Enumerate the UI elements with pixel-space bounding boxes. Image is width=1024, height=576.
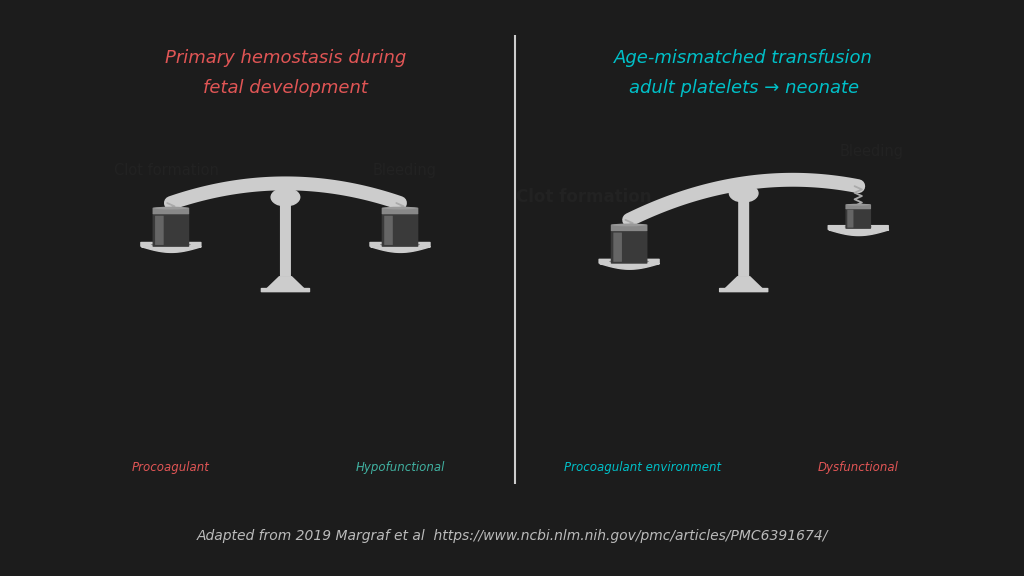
Ellipse shape	[611, 223, 646, 226]
FancyBboxPatch shape	[384, 215, 393, 245]
FancyBboxPatch shape	[719, 288, 768, 293]
FancyBboxPatch shape	[598, 259, 659, 264]
FancyBboxPatch shape	[370, 242, 431, 247]
Ellipse shape	[845, 225, 872, 228]
FancyBboxPatch shape	[738, 200, 750, 276]
Polygon shape	[266, 276, 305, 289]
Text: fetal development: fetal development	[203, 79, 368, 97]
Text: Clot formation: Clot formation	[515, 188, 651, 206]
Text: Age-mismatched transfusion: Age-mismatched transfusion	[614, 48, 873, 67]
FancyBboxPatch shape	[382, 213, 419, 247]
FancyBboxPatch shape	[140, 242, 202, 247]
FancyBboxPatch shape	[261, 288, 310, 293]
Text: Procoagulant: Procoagulant	[132, 461, 210, 473]
Ellipse shape	[609, 260, 649, 263]
FancyBboxPatch shape	[155, 215, 164, 245]
Text: adult platelets → neonate: adult platelets → neonate	[629, 79, 859, 97]
Circle shape	[271, 188, 300, 206]
FancyBboxPatch shape	[280, 204, 291, 276]
FancyBboxPatch shape	[610, 230, 647, 264]
Text: Clot formation: Clot formation	[114, 163, 219, 178]
FancyBboxPatch shape	[827, 225, 889, 230]
Text: Bleeding: Bleeding	[840, 144, 904, 159]
FancyBboxPatch shape	[610, 225, 647, 231]
Text: Adapted from 2019 Margraf et al  https://www.ncbi.nlm.nih.gov/pmc/articles/PMC63: Adapted from 2019 Margraf et al https://…	[197, 529, 827, 543]
Text: Primary hemostasis during: Primary hemostasis during	[165, 48, 407, 67]
FancyBboxPatch shape	[846, 208, 871, 229]
FancyBboxPatch shape	[847, 210, 853, 228]
Ellipse shape	[380, 243, 420, 247]
Circle shape	[729, 184, 758, 202]
FancyBboxPatch shape	[846, 204, 871, 209]
FancyBboxPatch shape	[153, 207, 189, 214]
Ellipse shape	[154, 207, 188, 210]
FancyBboxPatch shape	[382, 207, 419, 214]
FancyBboxPatch shape	[613, 233, 622, 262]
Ellipse shape	[383, 207, 418, 210]
Text: Procoagulant environment: Procoagulant environment	[564, 461, 722, 473]
Text: Hypofunctional: Hypofunctional	[355, 461, 444, 473]
Text: Dysfunctional: Dysfunctional	[818, 461, 899, 473]
Text: Bleeding: Bleeding	[373, 163, 436, 178]
Ellipse shape	[846, 204, 870, 206]
Ellipse shape	[151, 243, 190, 247]
FancyBboxPatch shape	[153, 213, 189, 247]
Polygon shape	[724, 276, 763, 289]
